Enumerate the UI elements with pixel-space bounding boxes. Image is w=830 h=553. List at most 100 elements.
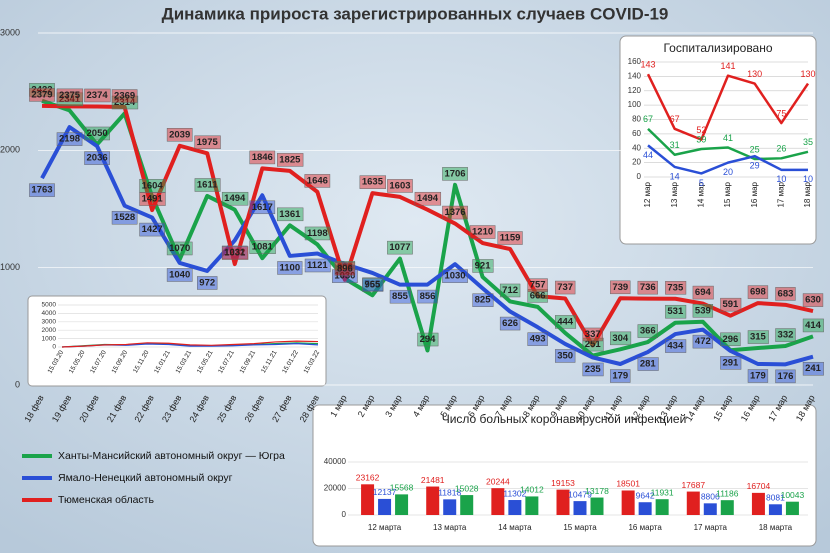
data-label-box (304, 226, 330, 241)
data-label-box (637, 324, 658, 338)
data-label-box (221, 246, 249, 260)
data-label: 31 (670, 140, 680, 150)
data-label: 1494 (417, 193, 439, 204)
data-label: 2422 (31, 84, 52, 95)
x-tick-label: 16 мар (750, 181, 759, 207)
data-label: 1031 (224, 248, 246, 259)
data-label: 11818 (438, 488, 461, 498)
data-label: 906 (337, 262, 353, 273)
x-tick-label: 17 мар (776, 181, 785, 207)
data-label-box (111, 89, 138, 103)
data-label: 1825 (279, 154, 301, 165)
data-label-box (692, 285, 714, 300)
data-label-box (720, 297, 742, 312)
x-tick-label: 12 марта (368, 523, 402, 532)
bar (556, 489, 570, 515)
data-label-box (166, 241, 193, 256)
data-label: 1210 (472, 227, 493, 238)
data-label: 1635 (362, 177, 384, 188)
data-label: 972 (199, 277, 215, 288)
series-line (647, 144, 808, 175)
data-label-box (332, 269, 358, 283)
data-label: 23162 (356, 473, 380, 483)
data-label-box (554, 315, 577, 329)
y-tick-label: 120 (628, 86, 642, 95)
data-label: 414 (805, 320, 822, 331)
data-label-box (610, 331, 632, 346)
data-label: 1846 (252, 152, 273, 163)
data-label: 1491 (142, 194, 164, 205)
bar (785, 501, 799, 515)
y-tick-label: 0 (15, 379, 20, 389)
data-label-box (469, 225, 496, 239)
data-label: 251 (585, 339, 602, 350)
data-label: 315 (750, 332, 767, 343)
data-label-box (362, 278, 384, 292)
data-label-box (442, 269, 468, 283)
bar (443, 499, 457, 515)
data-label-box (499, 316, 521, 331)
bar (361, 484, 375, 515)
y-tick-label: 4000 (42, 310, 57, 317)
bar (460, 495, 474, 515)
series-line (61, 340, 319, 348)
data-label: 13178 (585, 486, 609, 496)
y-tick-label: 2000 (42, 327, 57, 334)
data-label: 1763 (31, 185, 52, 196)
legend-label: Тюменская область (58, 494, 154, 506)
data-label-box (417, 289, 438, 304)
data-label: 1070 (169, 243, 190, 254)
data-label: 241 (805, 363, 822, 374)
data-label: 1030 (444, 271, 465, 282)
data-label: 366 (640, 326, 656, 337)
series-line (40, 125, 814, 367)
y-tick-label: 20000 (324, 484, 347, 493)
data-label-box (417, 332, 439, 347)
data-label-box (747, 285, 769, 299)
data-label: 10043 (781, 490, 805, 500)
x-tick-label: 13 марта (433, 523, 467, 532)
data-label: 141 (720, 61, 735, 71)
bar (508, 500, 522, 515)
data-label-box (497, 231, 523, 245)
x-tick-label: 18 марта (759, 523, 793, 532)
data-label: 896 (337, 263, 353, 274)
data-label-box (665, 281, 687, 295)
data-label: 14 (670, 171, 680, 181)
data-label: 531 (667, 306, 684, 317)
data-label: 5 (699, 178, 704, 188)
data-label: 921 (475, 260, 492, 271)
data-label-box (610, 280, 631, 295)
data-label-box (582, 337, 604, 352)
data-label-box (775, 369, 796, 384)
data-label-box (334, 262, 356, 276)
data-label: 35 (803, 137, 813, 147)
data-label-box (387, 179, 413, 193)
data-label-box (720, 356, 742, 370)
data-label-box (692, 304, 714, 318)
data-label: 855 (392, 291, 409, 302)
y-tick-label: 20 (632, 158, 641, 167)
history-panel (27, 295, 327, 387)
bar (621, 490, 635, 515)
data-label-box (692, 334, 714, 349)
data-label-box (221, 191, 249, 206)
data-label-box (527, 289, 548, 303)
y-tick-label: 60 (632, 129, 641, 138)
data-label: 8081 (766, 493, 785, 503)
data-label: 955 (364, 279, 381, 290)
data-label: 539 (695, 305, 711, 316)
data-label: 176 (778, 371, 794, 382)
data-label: 2375 (59, 90, 81, 101)
data-label: 52 (696, 125, 706, 135)
data-label: 296 (722, 334, 738, 345)
y-tick-label: 40000 (324, 457, 347, 466)
data-label: 1030 (334, 271, 355, 282)
data-label-box (84, 151, 110, 165)
data-label-box (582, 362, 604, 377)
x-tick-label: 16 марта (628, 523, 662, 532)
data-label: 18501 (616, 479, 640, 489)
data-label-box (414, 191, 442, 206)
data-label: 1706 (444, 168, 465, 179)
data-label-box (747, 369, 769, 383)
